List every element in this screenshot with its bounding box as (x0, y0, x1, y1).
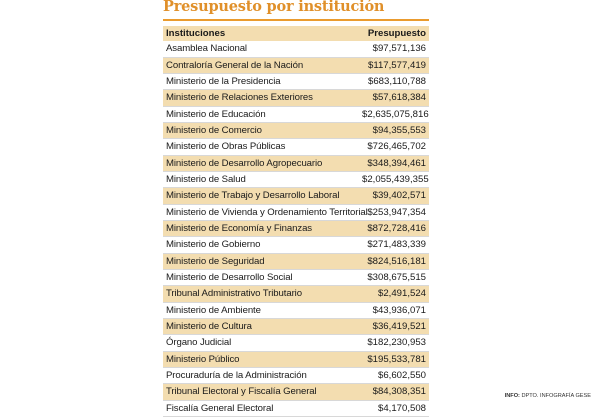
budget-amount: $872,728,416 (367, 223, 426, 235)
table-row: Ministerio de Desarrollo Agropecuario $34… (163, 155, 429, 172)
infographic-title: Presupuesto por institución (163, 0, 385, 15)
budget-infographic: Presupuesto por institución Institucione… (163, 0, 429, 417)
table-row: Tribunal Electoral y Fiscalía General $84… (163, 383, 429, 401)
institution-name: Ministerio de Educación (166, 108, 266, 120)
budget-amount: $2,491,524 (377, 288, 426, 300)
budget-amount: $348,394,461 (367, 157, 426, 169)
table-row: Ministerio de Trabajo y Desarrollo Labor… (163, 187, 429, 205)
table-row: Ministerio de Ambiente $43,936,071 (163, 302, 429, 319)
budget-amount: $253,947,354 (367, 206, 426, 218)
table-row: Ministerio Público $195,533,781 (163, 351, 429, 368)
institution-name: Fiscalía General Electoral (166, 402, 274, 414)
table-row: Ministerio de Vivienda y Ordenamiento Te… (163, 204, 429, 221)
budget-amount: $4,170,508 (377, 402, 426, 414)
institution-name: Ministerio de Cultura (166, 321, 252, 333)
table-row: Ministerio de Seguridad $824,516,181 (163, 253, 429, 270)
table-row: Ministerio de Obras Públicas $726,465,702 (163, 139, 429, 156)
budget-amount: $84,308,351 (372, 386, 426, 398)
institution-name: Ministerio de Ambiente (166, 304, 261, 316)
institution-name: Ministerio de Salud (166, 174, 246, 186)
budget-amount: $2,635,075,816 (362, 108, 429, 120)
budget-amount: $683,110,788 (368, 76, 426, 88)
institution-name: Ministerio de Desarrollo Social (166, 272, 293, 284)
budget-amount: $726,465,702 (367, 141, 426, 153)
institution-name: Ministerio de Vivienda y Ordenamiento Te… (166, 206, 368, 218)
budget-amount: $94,355,553 (372, 125, 426, 137)
table-row: Ministerio de Desarrollo Social $308,675,… (163, 269, 429, 286)
table-row: Tribunal Administrativo Tributario $2,491… (163, 285, 429, 303)
table-row: Ministerio de Cultura $36,419,521 (163, 318, 429, 335)
source-credit: INFO: DPTO. INFOGRAFÍA GESE (505, 393, 591, 400)
budget-amount: $2,055,439,355 (362, 174, 429, 186)
budget-amount: $39,402,571 (372, 190, 426, 202)
institution-name: Ministerio de Gobierno (166, 239, 261, 251)
budget-amount: $43,936,071 (372, 304, 426, 316)
header-institutions: Instituciones (166, 28, 226, 40)
source-text: DPTO. INFOGRAFÍA GESE (519, 393, 591, 399)
table-row: Contraloría General de la Nación $117,577… (163, 57, 429, 74)
institution-name: Ministerio Público (166, 353, 240, 365)
institution-name: Ministerio de Economía y Finanzas (166, 223, 313, 235)
table-row: Ministerio de Salud $2,055,439,355 (163, 171, 429, 188)
budget-amount: $195,533,781 (367, 353, 426, 365)
budget-amount: $824,516,181 (367, 255, 426, 267)
header-budget: Presupuesto (367, 28, 426, 40)
budget-amount: $36,419,521 (372, 321, 426, 333)
table-row: Ministerio de Economía y Finanzas $872,72… (163, 220, 429, 237)
institution-name: Ministerio de Seguridad (166, 255, 265, 267)
table-row: Ministerio de Educación $2,635,075,816 (163, 106, 429, 123)
budget-amount: $182,230,953 (367, 337, 426, 349)
budget-amount: $271,483,339 (367, 239, 426, 251)
budget-amount: $57,618,384 (372, 92, 426, 104)
table-body: Asamblea Nacional $97,571,136 Contraloría … (163, 41, 429, 417)
institution-name: Ministerio de Comercio (166, 125, 262, 137)
table-row: Órgano Judicial $182,230,953 (163, 335, 429, 352)
title-divider (163, 19, 429, 21)
institution-name: Ministerio de Trabajo y Desarrollo Labor… (166, 190, 340, 202)
institution-name: Ministerio de la Presidencia (166, 76, 281, 88)
budget-amount: $117,577,419 (368, 59, 426, 71)
table-row: Ministerio de la Presidencia $683,110,788 (163, 73, 429, 90)
institution-name: Ministerio de Obras Públicas (166, 141, 286, 153)
table-row: Asamblea Nacional $97,571,136 (163, 41, 429, 58)
table-row: Ministerio de Comercio $94,355,553 (163, 122, 429, 139)
source-label: INFO: (504, 393, 520, 399)
table-header-row: Instituciones Presupuesto (163, 26, 429, 42)
institution-name: Ministerio de Relaciones Exteriores (166, 92, 313, 104)
table-row: Procuraduría de la Administración $6,602,… (163, 367, 429, 384)
institution-name: Procuraduría de la Administración (166, 370, 307, 382)
table-row: Ministerio de Relaciones Exteriores $57,6… (163, 89, 429, 107)
institution-name: Tribunal Administrativo Tributario (166, 288, 302, 300)
table-row: Ministerio de Gobierno $271,483,339 (163, 237, 429, 254)
institution-name: Contraloría General de la Nación (166, 59, 304, 71)
institution-name: Tribunal Electoral y Fiscalía General (166, 386, 317, 398)
budget-table: Instituciones Presupuesto Asamblea Nacio… (163, 26, 429, 417)
budget-amount: $97,571,136 (372, 43, 426, 55)
institution-name: Órgano Judicial (166, 337, 232, 349)
institution-name: Ministerio de Desarrollo Agropecuario (166, 157, 323, 169)
institution-name: Asamblea Nacional (166, 43, 247, 55)
budget-amount: $6,602,550 (377, 370, 426, 382)
table-row: Fiscalía General Electoral $4,170,508 (163, 400, 429, 417)
budget-amount: $308,675,515 (367, 272, 426, 284)
